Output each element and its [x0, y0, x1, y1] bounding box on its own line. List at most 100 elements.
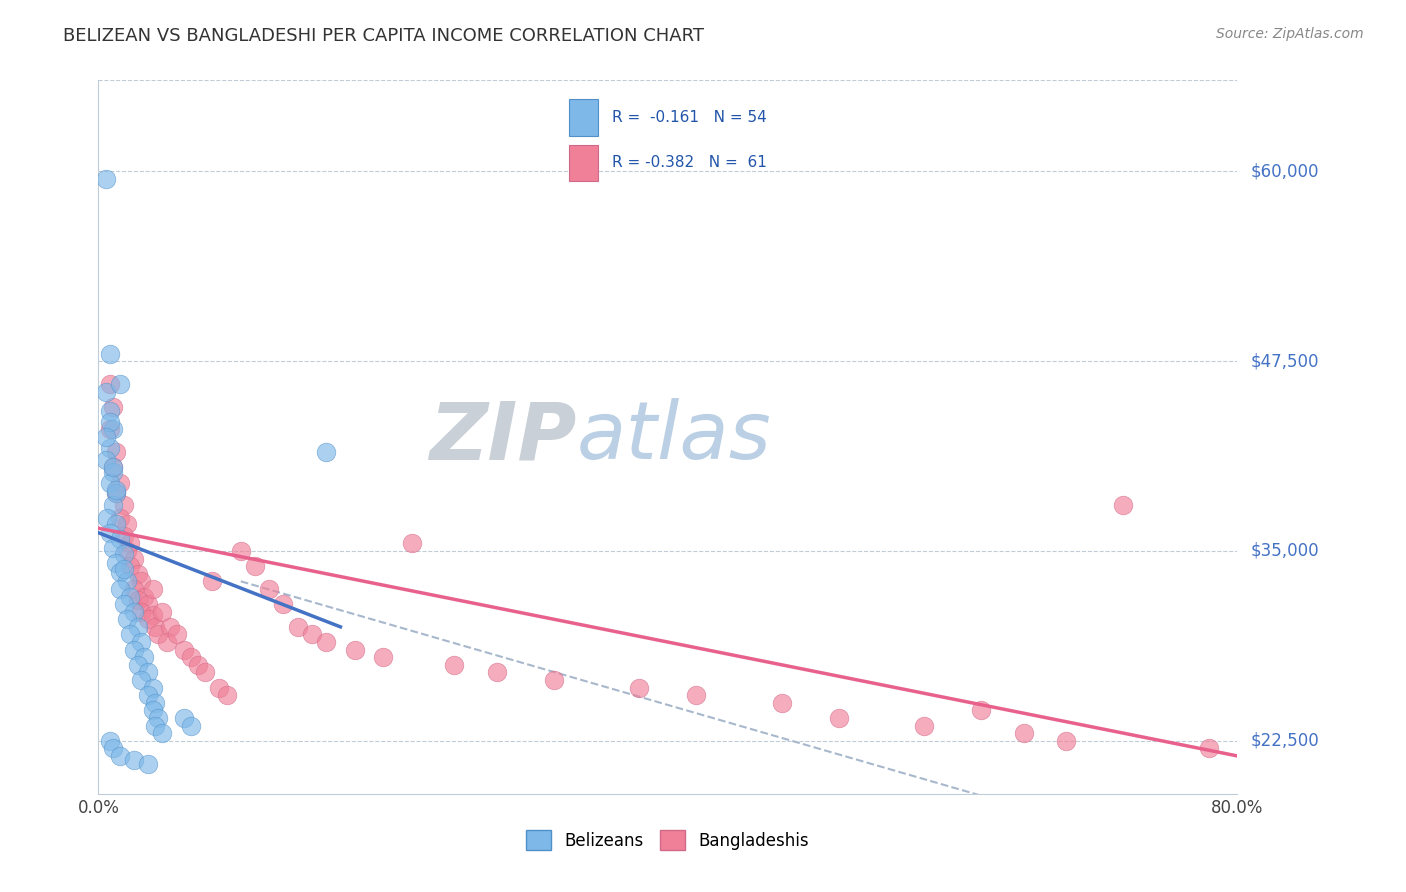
- Point: [343, 642, 366, 657]
- Point: [287, 620, 309, 634]
- Point: [401, 536, 423, 550]
- Point: [122, 605, 145, 619]
- Point: [315, 445, 337, 459]
- Point: [136, 665, 159, 680]
- Point: [98, 376, 121, 391]
- Point: [180, 718, 202, 732]
- Point: [122, 754, 145, 768]
- Point: [373, 650, 395, 665]
- Point: [127, 620, 149, 634]
- Point: [112, 499, 135, 513]
- Point: [315, 635, 337, 649]
- Point: [136, 597, 159, 611]
- Point: [104, 486, 127, 500]
- Text: ZIP: ZIP: [429, 398, 576, 476]
- Point: [145, 718, 167, 732]
- Point: [104, 556, 127, 570]
- Point: [108, 475, 131, 490]
- Text: atlas: atlas: [576, 398, 772, 476]
- Point: [156, 635, 179, 649]
- Point: [118, 627, 141, 641]
- Point: [115, 516, 138, 531]
- Point: [101, 541, 124, 555]
- Point: [129, 605, 152, 619]
- Point: [273, 597, 295, 611]
- Point: [129, 574, 152, 589]
- Point: [1056, 733, 1078, 747]
- Point: [145, 620, 167, 634]
- Point: [229, 544, 252, 558]
- Point: [118, 536, 141, 550]
- Point: [108, 376, 131, 391]
- Point: [136, 612, 159, 626]
- Point: [136, 688, 159, 702]
- Point: [98, 422, 121, 436]
- Point: [101, 460, 124, 475]
- Point: [94, 430, 117, 444]
- Point: [108, 748, 131, 763]
- Text: Source: ZipAtlas.com: Source: ZipAtlas.com: [1216, 27, 1364, 41]
- Point: [122, 642, 145, 657]
- Point: [141, 582, 163, 596]
- Point: [486, 665, 509, 680]
- Point: [127, 592, 149, 607]
- Point: [108, 582, 131, 596]
- Point: [1198, 741, 1220, 756]
- Point: [115, 574, 138, 589]
- Point: [96, 510, 118, 524]
- Point: [243, 559, 266, 574]
- Text: $60,000: $60,000: [1251, 162, 1319, 180]
- Point: [129, 673, 152, 687]
- Point: [101, 400, 124, 414]
- Point: [104, 483, 127, 498]
- Point: [108, 565, 131, 579]
- Point: [301, 627, 323, 641]
- Point: [141, 607, 163, 622]
- Point: [94, 384, 117, 399]
- Text: $35,000: $35,000: [1251, 542, 1320, 560]
- Point: [443, 657, 465, 672]
- Point: [104, 516, 127, 531]
- Point: [101, 741, 124, 756]
- Point: [115, 612, 138, 626]
- Point: [98, 475, 121, 490]
- Point: [152, 605, 174, 619]
- Point: [104, 486, 127, 500]
- Point: [98, 404, 121, 418]
- Point: [94, 453, 117, 467]
- Point: [101, 465, 124, 479]
- Point: [94, 172, 117, 186]
- Point: [543, 673, 565, 687]
- Point: [118, 559, 141, 574]
- Point: [912, 718, 935, 732]
- Point: [194, 665, 217, 680]
- Point: [173, 711, 195, 725]
- Point: [770, 696, 793, 710]
- Point: [118, 590, 141, 604]
- Point: [129, 635, 152, 649]
- Point: [180, 650, 202, 665]
- Point: [115, 544, 138, 558]
- Point: [112, 547, 135, 561]
- Point: [628, 681, 651, 695]
- Point: [136, 756, 159, 771]
- Point: [166, 627, 188, 641]
- Point: [132, 650, 155, 665]
- Point: [98, 415, 121, 429]
- Point: [104, 445, 127, 459]
- Point: [187, 657, 209, 672]
- Point: [108, 532, 131, 546]
- Point: [122, 551, 145, 566]
- Text: $22,500: $22,500: [1251, 731, 1320, 750]
- Point: [685, 688, 707, 702]
- Point: [127, 566, 149, 581]
- Point: [98, 525, 121, 540]
- Point: [101, 460, 124, 475]
- Point: [108, 510, 131, 524]
- Legend: Belizeans, Bangladeshis: Belizeans, Bangladeshis: [520, 823, 815, 857]
- Point: [828, 711, 851, 725]
- Point: [98, 346, 121, 360]
- Point: [201, 574, 224, 589]
- Point: [98, 733, 121, 747]
- Point: [112, 529, 135, 543]
